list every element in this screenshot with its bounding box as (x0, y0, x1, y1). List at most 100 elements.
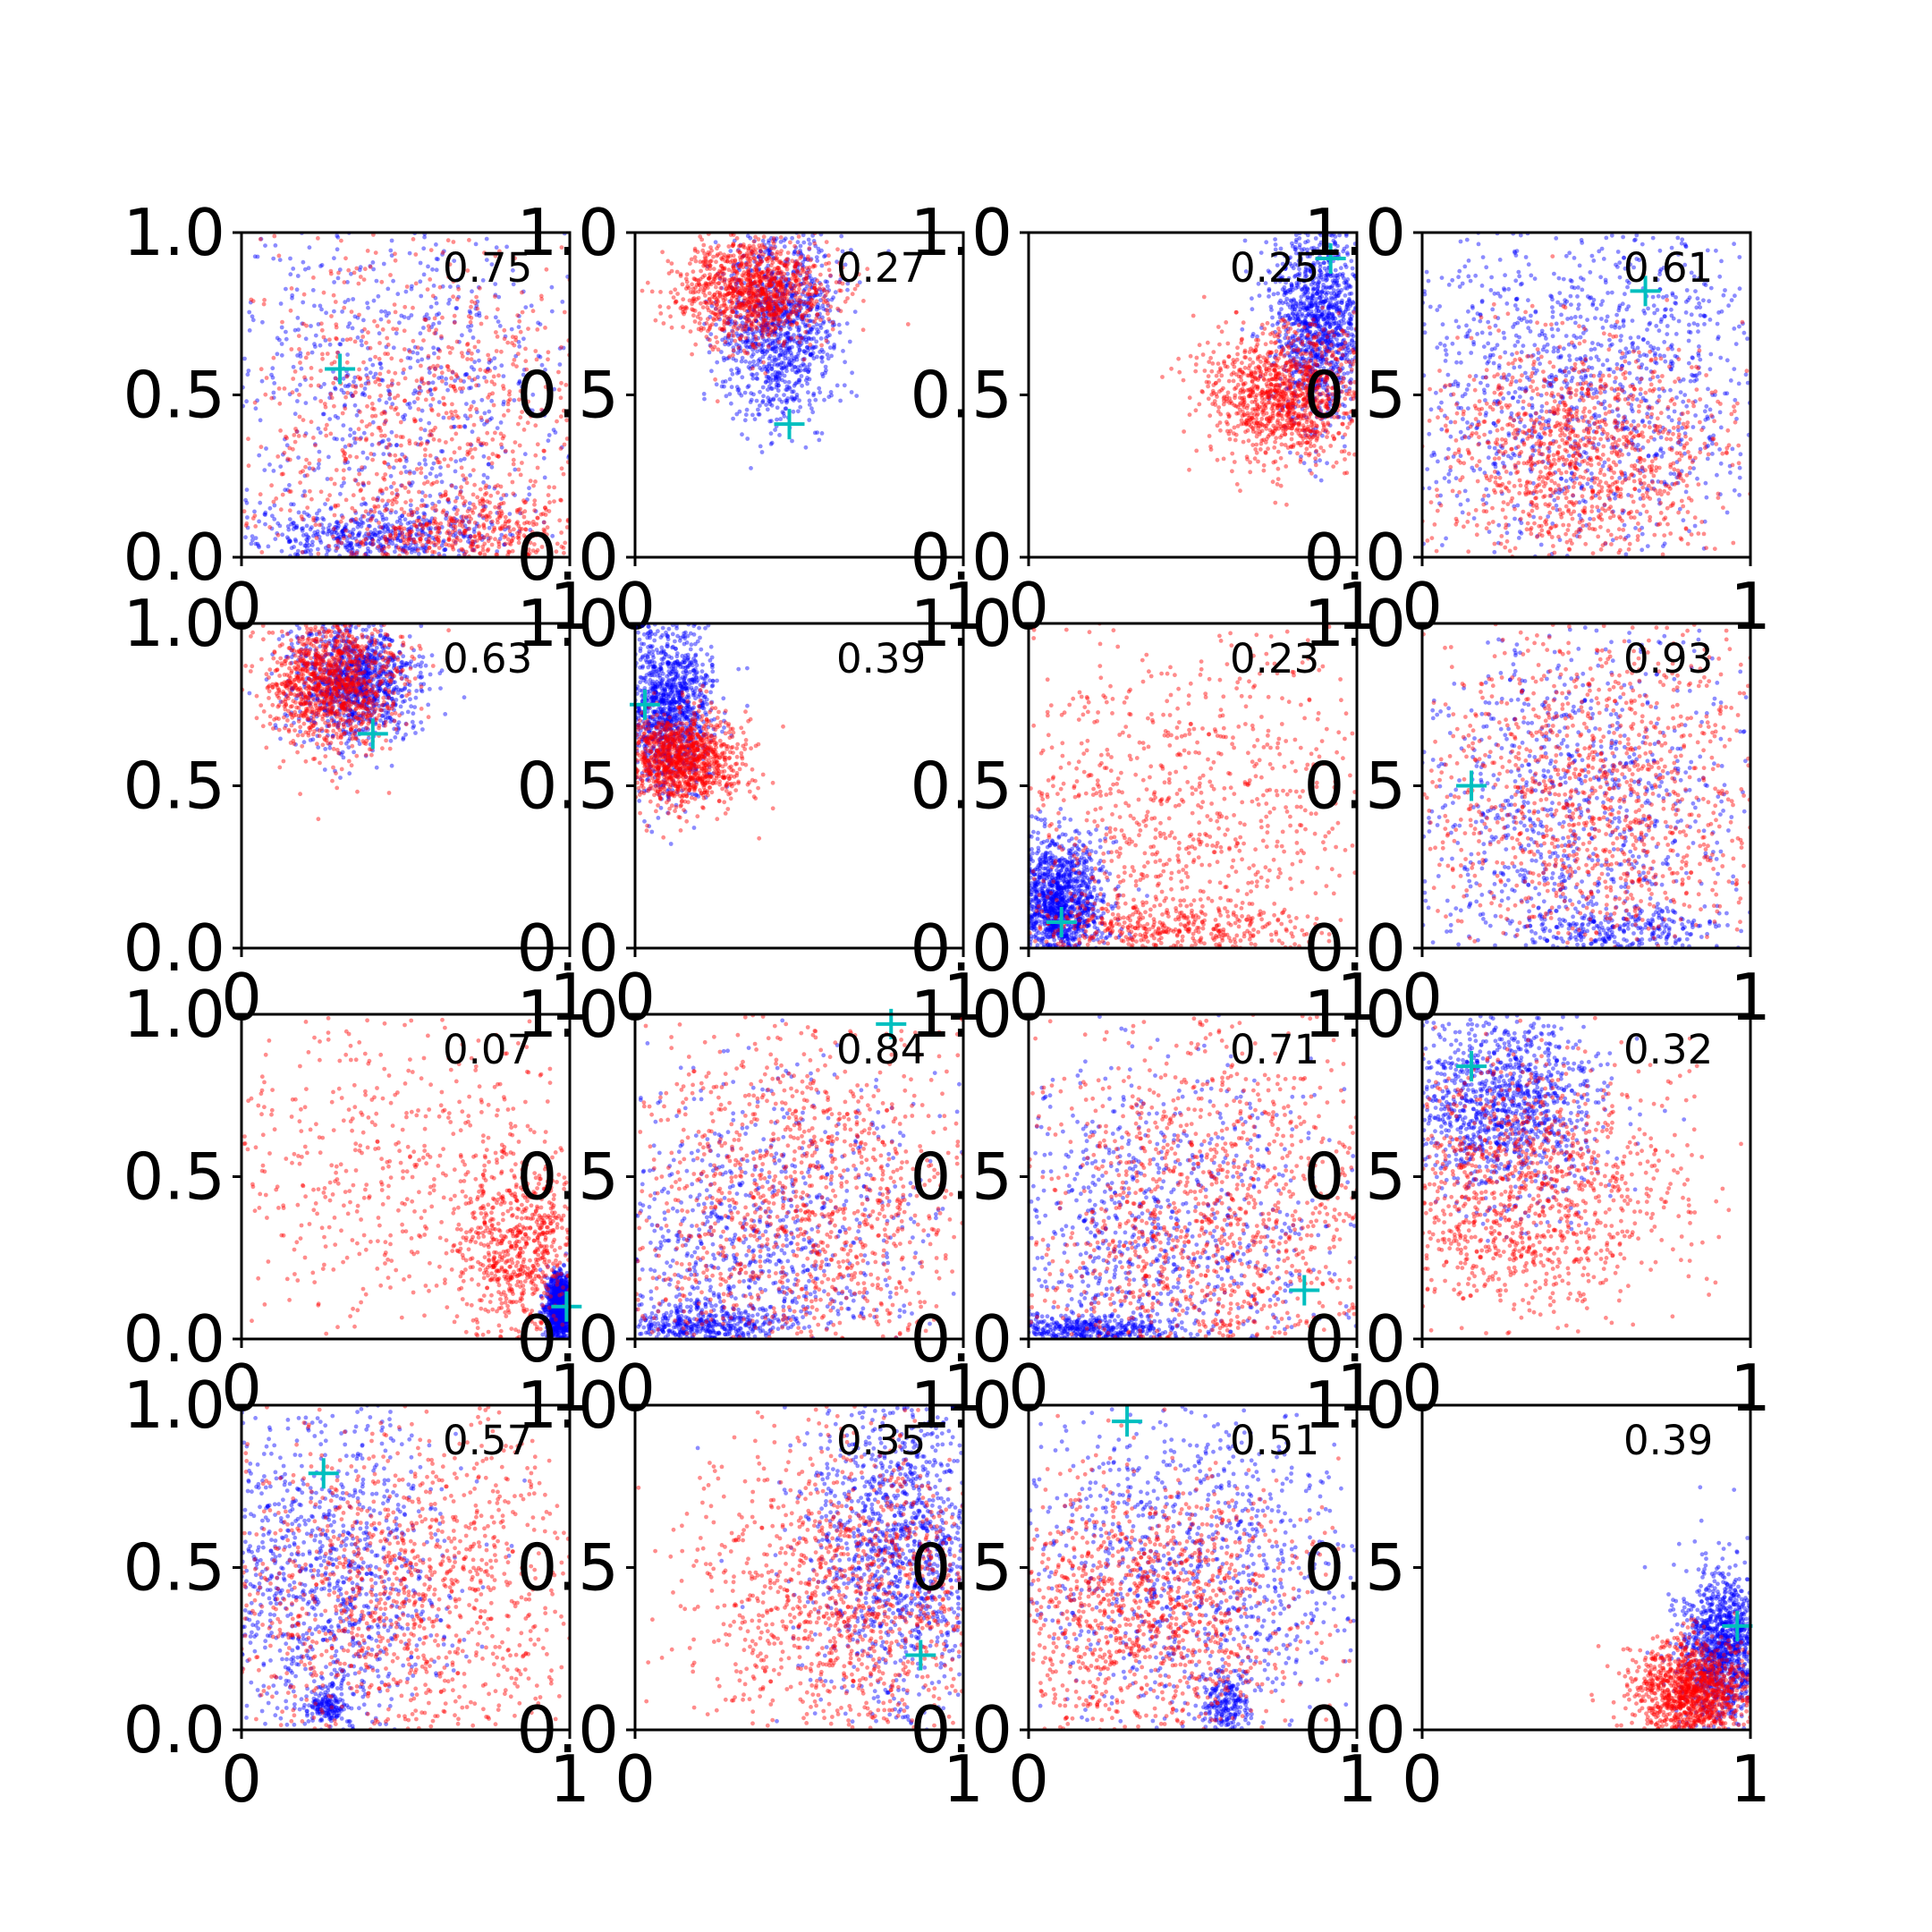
blue-point (731, 356, 736, 361)
red-point (759, 291, 764, 296)
red-point (393, 533, 398, 538)
red-point (474, 544, 479, 549)
red-point (733, 268, 737, 274)
blue-point (791, 283, 795, 288)
blue-point (345, 384, 351, 389)
blue-point (753, 341, 758, 346)
red-point (501, 386, 506, 391)
red-point (486, 395, 490, 400)
blue-point (305, 512, 309, 517)
red-point (753, 345, 758, 351)
red-point (564, 525, 570, 530)
blue-point (1309, 337, 1313, 342)
red-point (502, 327, 507, 333)
blue-point (713, 306, 718, 311)
blue-point (838, 277, 843, 282)
red-point (825, 301, 830, 306)
red-point (469, 357, 474, 362)
blue-point (1307, 395, 1312, 401)
blue-point (819, 347, 825, 352)
red-point (774, 279, 779, 284)
red-point (411, 417, 417, 422)
blue-point (758, 302, 764, 307)
red-point (792, 304, 797, 309)
red-point (696, 278, 701, 284)
blue-point (384, 313, 389, 318)
blue-point (1288, 359, 1292, 363)
blue-point (771, 341, 775, 346)
blue-point (779, 367, 784, 371)
blue-point (422, 428, 428, 433)
red-point (733, 306, 739, 310)
red-point (451, 279, 456, 284)
blue-point (279, 352, 284, 358)
red-point (753, 294, 758, 300)
blue-point (479, 418, 484, 423)
blue-point (1288, 261, 1292, 267)
blue-point (318, 430, 323, 436)
red-point (490, 437, 496, 442)
red-point (769, 306, 775, 311)
red-point (258, 367, 264, 372)
blue-point (1309, 409, 1315, 414)
red-point (640, 288, 645, 293)
red-point (325, 422, 329, 428)
blue-point (482, 411, 487, 416)
red-point (800, 312, 805, 318)
blue-point (765, 309, 770, 314)
blue-point (774, 385, 779, 390)
blue-point (1319, 380, 1324, 385)
blue-point (767, 253, 773, 258)
red-point (362, 326, 367, 332)
blue-point (763, 291, 768, 296)
red-point (476, 438, 480, 444)
red-point (783, 292, 788, 297)
red-point (480, 498, 486, 503)
red-point (748, 272, 752, 276)
red-point (769, 277, 775, 283)
blue-point (1292, 247, 1298, 252)
red-point (775, 250, 780, 255)
red-point (483, 486, 488, 490)
red-point (708, 251, 712, 257)
blue-point (770, 322, 775, 326)
red-point (539, 532, 544, 537)
red-point (769, 263, 774, 268)
red-point (476, 339, 481, 344)
blue-point (745, 436, 750, 441)
blue-point (1328, 301, 1333, 305)
blue-point (760, 347, 765, 352)
blue-point (761, 319, 766, 324)
red-point (452, 313, 457, 318)
blue-point (803, 377, 809, 383)
blue-point (376, 533, 380, 538)
red-point (758, 280, 763, 284)
blue-point (1323, 327, 1328, 333)
blue-point (837, 330, 843, 335)
red-point (309, 496, 314, 502)
blue-point (801, 233, 806, 238)
red-point (734, 326, 740, 332)
blue-point (738, 333, 743, 338)
blue-point (270, 513, 275, 519)
red-point (533, 479, 538, 484)
blue-point (794, 357, 800, 362)
red-point (559, 530, 564, 535)
blue-point (400, 513, 405, 519)
blue-point (539, 362, 545, 368)
blue-point (1269, 308, 1274, 312)
blue-point (820, 374, 826, 379)
red-point (389, 508, 394, 513)
blue-point (1344, 350, 1349, 355)
red-point (711, 279, 716, 284)
blue-point (301, 300, 306, 305)
blue-point (1256, 281, 1261, 286)
blue-point (400, 530, 405, 536)
blue-point (1347, 321, 1352, 326)
red-point (454, 512, 459, 516)
red-point (356, 427, 361, 432)
blue-point (769, 284, 775, 289)
blue-point (809, 308, 813, 312)
blue-point (1338, 368, 1343, 372)
blue-point (339, 540, 344, 546)
